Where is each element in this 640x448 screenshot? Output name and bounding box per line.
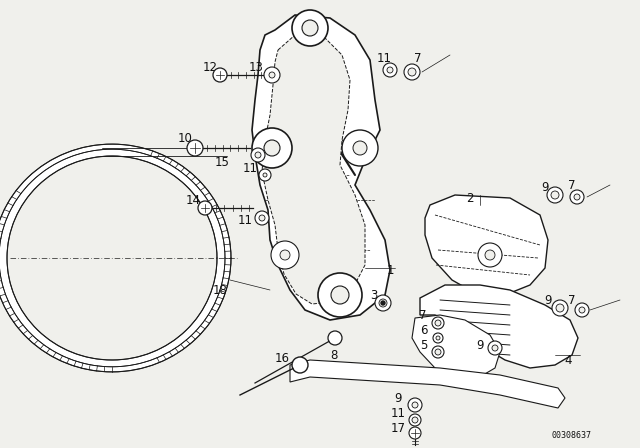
Text: 12: 12 [202,60,218,73]
Circle shape [259,169,271,181]
Text: 1: 1 [387,263,394,276]
Circle shape [383,63,397,77]
Polygon shape [412,315,500,378]
Circle shape [213,68,227,82]
Circle shape [574,194,580,200]
Text: 9: 9 [394,392,402,405]
Circle shape [492,345,498,351]
Circle shape [387,67,393,73]
Text: 3: 3 [371,289,378,302]
Circle shape [412,402,418,408]
Circle shape [432,346,444,358]
Circle shape [271,241,299,269]
Circle shape [375,295,391,311]
Polygon shape [252,15,390,320]
Circle shape [255,211,269,225]
Text: 9: 9 [544,293,552,306]
Circle shape [353,141,367,155]
Circle shape [198,201,212,215]
Circle shape [342,130,378,166]
Text: 14: 14 [186,194,200,207]
Circle shape [412,417,418,423]
Circle shape [379,299,387,307]
Circle shape [552,300,568,316]
Ellipse shape [0,144,231,372]
Text: 10: 10 [177,132,193,145]
Text: 13: 13 [248,60,264,73]
Text: 00308637: 00308637 [552,431,592,439]
Circle shape [331,286,349,304]
Circle shape [485,250,495,260]
Circle shape [575,303,589,317]
Text: 4: 4 [564,353,572,366]
Circle shape [408,68,416,76]
Text: 11: 11 [376,52,392,65]
Circle shape [435,349,441,355]
Text: 2: 2 [467,191,474,204]
Circle shape [280,250,290,260]
Circle shape [302,20,318,36]
Polygon shape [420,285,578,368]
Circle shape [488,341,502,355]
Text: 18: 18 [212,284,227,297]
Circle shape [255,152,261,158]
Text: 5: 5 [420,339,428,352]
Circle shape [570,190,584,204]
Text: 7: 7 [568,178,576,191]
Circle shape [551,191,559,199]
Circle shape [259,215,265,221]
Text: 7: 7 [419,309,427,322]
Text: 11: 11 [243,161,257,175]
Polygon shape [262,35,365,304]
Text: 7: 7 [414,52,422,65]
Text: 16: 16 [275,352,289,365]
Ellipse shape [7,156,217,360]
Circle shape [252,128,292,168]
Text: 6: 6 [420,323,428,336]
Circle shape [292,10,328,46]
Circle shape [381,301,385,305]
Polygon shape [425,195,548,295]
Circle shape [264,67,280,83]
Circle shape [409,427,421,439]
Circle shape [409,414,421,426]
Circle shape [404,64,420,80]
Circle shape [556,304,564,312]
Text: 8: 8 [330,349,338,362]
Text: 9: 9 [476,339,484,352]
Text: 11: 11 [390,406,406,419]
Text: 9: 9 [541,181,548,194]
Circle shape [318,273,362,317]
Circle shape [408,398,422,412]
Text: 7: 7 [568,293,576,306]
Circle shape [263,173,267,177]
Text: 15: 15 [214,155,229,168]
Text: 11: 11 [237,214,253,227]
Circle shape [436,336,440,340]
Circle shape [435,320,441,326]
Text: 17: 17 [390,422,406,435]
Ellipse shape [0,149,225,367]
Circle shape [579,307,585,313]
Circle shape [328,331,342,345]
Circle shape [432,317,444,329]
Circle shape [478,243,502,267]
Circle shape [264,140,280,156]
Circle shape [251,148,265,162]
Circle shape [292,357,308,373]
Circle shape [187,140,203,156]
Circle shape [433,333,443,343]
Circle shape [269,72,275,78]
Polygon shape [290,360,565,408]
Circle shape [547,187,563,203]
